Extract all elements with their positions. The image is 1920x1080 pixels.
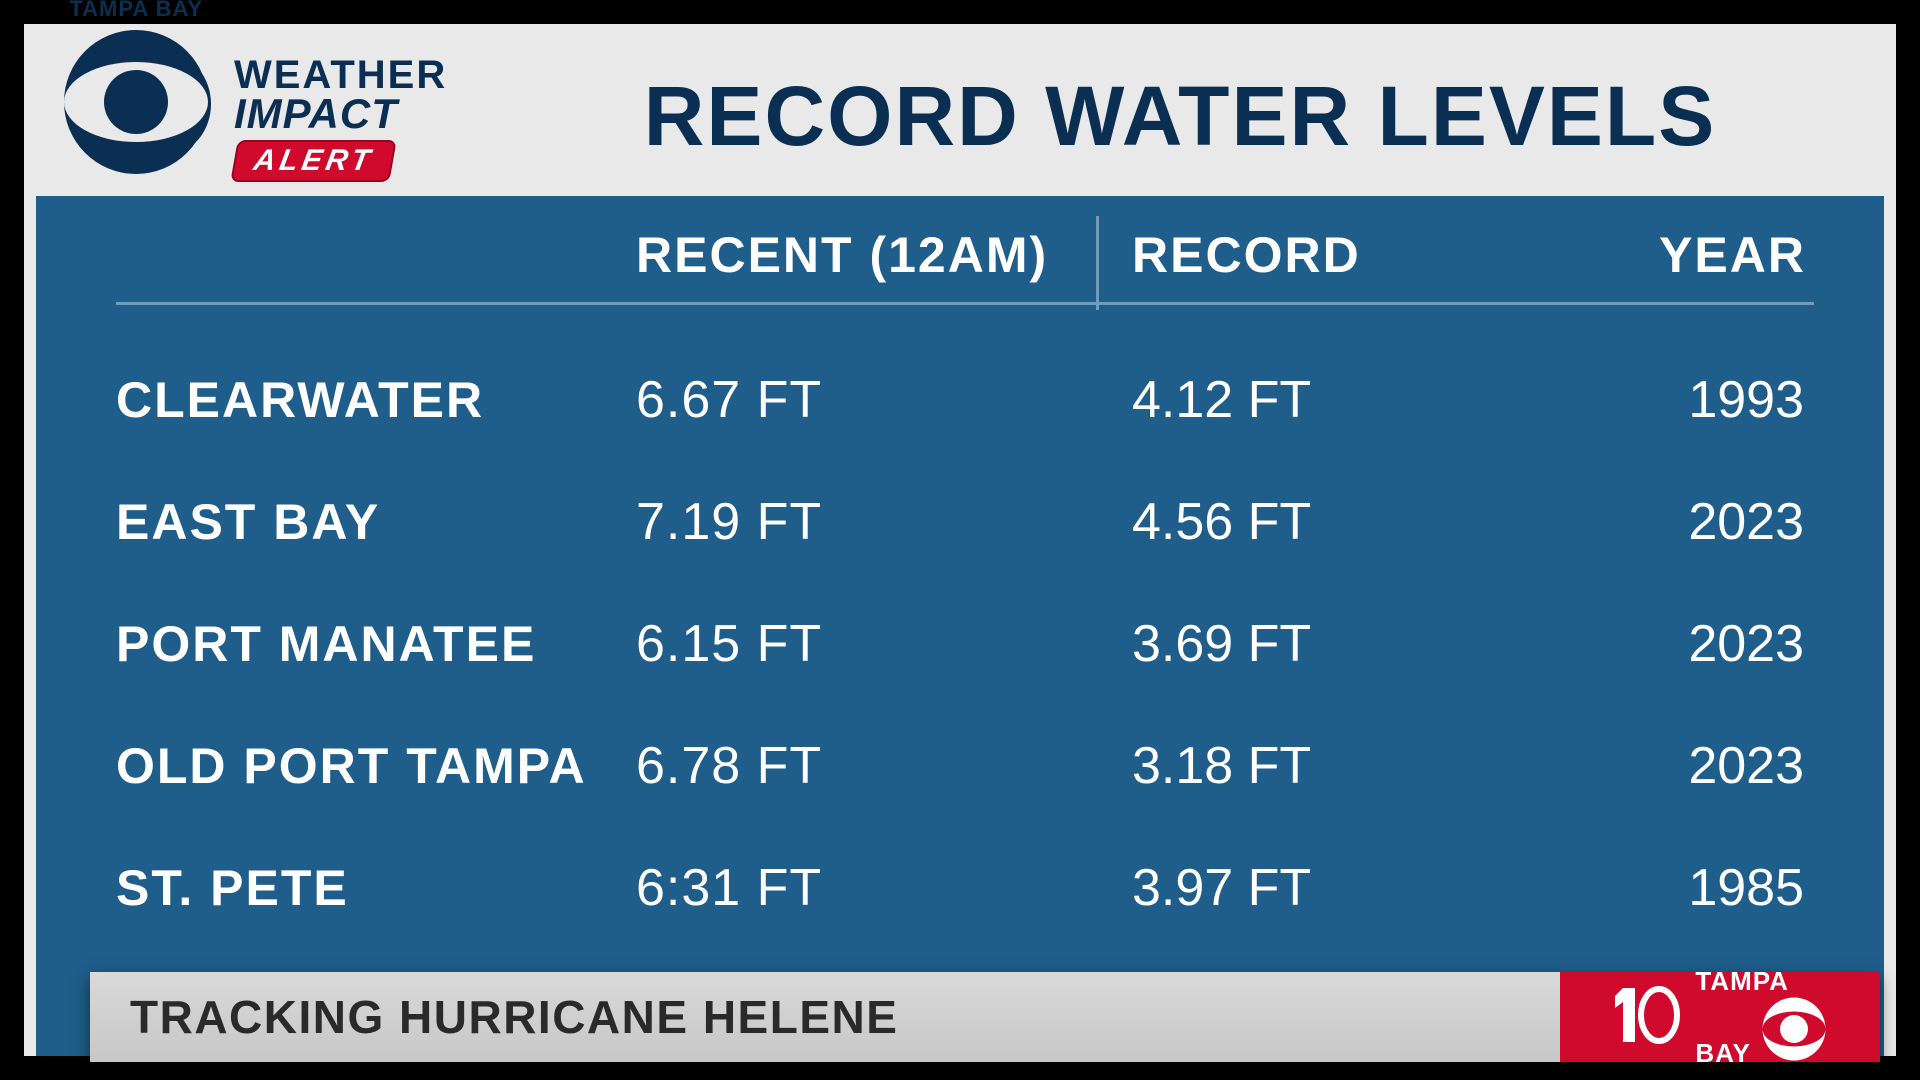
water-levels-table: RECENT (12AM) RECORD YEAR CLEARWATER 6.6… (36, 196, 1884, 979)
cell-location: EAST BAY (116, 493, 636, 551)
table-row: EAST BAY 7.19 FT 4.56 FT 2023 (116, 461, 1814, 583)
cell-record: 3.18 FT (1096, 736, 1516, 796)
cell-year: 2023 (1516, 736, 1816, 796)
cbs-eye-icon (56, 22, 216, 182)
cell-year: 1985 (1516, 858, 1816, 918)
cell-record: 4.56 FT (1096, 492, 1516, 552)
lower-third-headline: TRACKING HURRICANE HELENE (90, 972, 1560, 1062)
weather-impact-alert-stack: WEATHER IMPACT ALERT (234, 56, 447, 182)
cell-year: 2023 (1516, 492, 1816, 552)
weather-word: WEATHER (234, 56, 447, 94)
station-10-logo: TAMPA BAY (56, 50, 216, 180)
station-market-label: TAMPA BAY (69, 0, 202, 21)
cell-record: 3.97 FT (1096, 858, 1516, 918)
lower-third: TRACKING HURRICANE HELENE TAMPA BAY (90, 972, 1880, 1062)
col-header-year: YEAR (1516, 226, 1816, 284)
broadcast-frame: TAMPA BAY WEATHER IMPACT ALERT RECORD WA… (24, 24, 1896, 1056)
cell-recent: 6:31 FT (636, 858, 1096, 918)
cell-location: ST. PETE (116, 859, 636, 917)
table-row: CLEARWATER 6.67 FT 4.12 FT 1993 (116, 339, 1814, 461)
badge-market-line1: TAMPA (1695, 968, 1828, 994)
title-bar: TAMPA BAY WEATHER IMPACT ALERT RECORD WA… (36, 36, 1884, 196)
cell-year: 2023 (1516, 614, 1816, 674)
station-logo-block: TAMPA BAY WEATHER IMPACT ALERT (56, 50, 576, 182)
cell-year: 1993 (1516, 370, 1816, 430)
cell-location: PORT MANATEE (116, 615, 636, 673)
table-row: ST. PETE 6:31 FT 3.97 FT 1985 (116, 827, 1814, 949)
badge-market-line2: BAY (1695, 1038, 1750, 1068)
cbs-eye-icon (1759, 994, 1829, 1064)
cell-record: 3.69 FT (1096, 614, 1516, 674)
table-row: PORT MANATEE 6.15 FT 3.69 FT 2023 (116, 583, 1814, 705)
impact-word: IMPACT (234, 94, 447, 134)
cell-recent: 6.78 FT (636, 736, 1096, 796)
alert-word: ALERT (251, 144, 376, 177)
table-header-row: RECENT (12AM) RECORD YEAR (116, 226, 1814, 305)
ten-logo-icon (1611, 982, 1681, 1052)
cell-location: OLD PORT TAMPA (116, 737, 636, 795)
alert-pill: ALERT (230, 140, 397, 182)
lower-third-station-badge: TAMPA BAY (1560, 972, 1880, 1062)
col-header-recent: RECENT (12AM) (636, 226, 1096, 284)
cell-recent: 7.19 FT (636, 492, 1096, 552)
table-body: CLEARWATER 6.67 FT 4.12 FT 1993 EAST BAY… (116, 305, 1814, 949)
cell-location: CLEARWATER (116, 371, 636, 429)
cell-record: 4.12 FT (1096, 370, 1516, 430)
col-header-record: RECORD (1096, 226, 1516, 284)
cell-recent: 6.15 FT (636, 614, 1096, 674)
badge-market: TAMPA BAY (1695, 968, 1828, 1066)
cell-recent: 6.67 FT (636, 370, 1096, 430)
header-vertical-separator (1096, 216, 1099, 310)
graphic-title: RECORD WATER LEVELS (576, 68, 1844, 165)
table-row: OLD PORT TAMPA 6.78 FT 3.18 FT 2023 (116, 705, 1814, 827)
